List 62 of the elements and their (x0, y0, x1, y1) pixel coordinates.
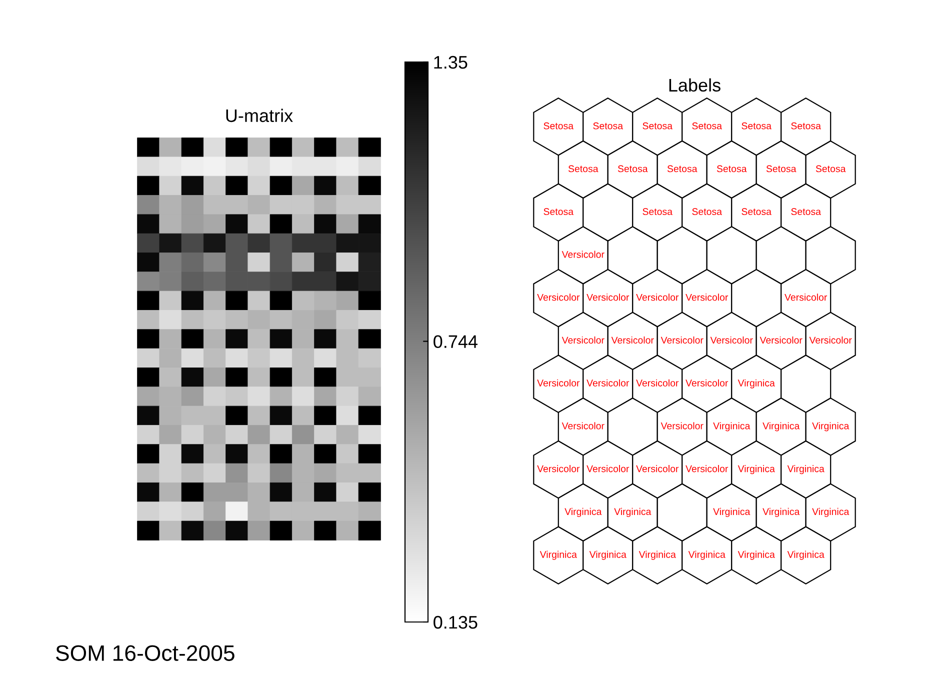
text: Virginica (787, 465, 824, 474)
text: Virginica (564, 508, 602, 517)
text: Versicolor (660, 422, 704, 430)
text: Versicolor (586, 294, 630, 301)
text: Virginica (812, 508, 850, 517)
text: Versicolor (686, 465, 728, 472)
text: Versicolor (660, 336, 704, 344)
text: Versicolor (586, 379, 630, 386)
text: Versicolor (586, 465, 630, 472)
text: Versicolor (636, 379, 679, 386)
chart-title: U-matrix (226, 108, 293, 122)
text: Versicolor (562, 336, 604, 344)
text: Setosa (742, 208, 772, 216)
text: Setosa (642, 122, 673, 130)
text: Virginica (589, 550, 626, 560)
text: Virginica (638, 550, 676, 560)
text: Setosa (716, 165, 747, 172)
text: Versicolor (636, 294, 679, 301)
color-bar-label: 0.744 (434, 335, 478, 348)
text: Virginica (713, 422, 750, 432)
text: Virginica (738, 465, 775, 474)
text: Versicolor (611, 336, 654, 344)
text: Virginica (787, 550, 824, 560)
text: Virginica (688, 550, 726, 560)
text: Virginica (812, 422, 850, 432)
text: Setosa (642, 208, 673, 216)
text: Virginica (738, 379, 775, 388)
text: Versicolor (562, 250, 604, 258)
text: Setosa (667, 165, 698, 172)
text: Versicolor (562, 422, 604, 430)
color-bar-label: 1.35 (434, 56, 468, 69)
text: Virginica (614, 508, 652, 517)
text: Virginica (738, 550, 775, 560)
text: Versicolor (537, 379, 580, 386)
text: Versicolor (809, 336, 852, 344)
text: Setosa (544, 122, 574, 130)
text: Virginica (713, 508, 750, 517)
text: Setosa (742, 122, 772, 130)
text: Setosa (791, 122, 821, 130)
text: Versicolor (537, 465, 580, 472)
text: SOM 16-Oct-2005 (56, 645, 234, 661)
text: Setosa (791, 208, 821, 216)
text: Setosa (692, 208, 722, 216)
text: Versicolor (537, 294, 580, 301)
text: Setosa (692, 122, 722, 130)
text: Labels (669, 78, 720, 92)
text: Setosa (816, 165, 846, 172)
text: Virginica (762, 422, 800, 432)
text: Virginica (762, 508, 800, 517)
color-bar-label: 0.135 (434, 616, 478, 629)
text: Versicolor (760, 336, 802, 344)
text: Setosa (568, 165, 598, 172)
text: Setosa (593, 122, 624, 130)
text: Versicolor (784, 294, 828, 301)
text: Setosa (766, 165, 796, 172)
text: Versicolor (710, 336, 753, 344)
text: Versicolor (636, 465, 679, 472)
text: Setosa (544, 208, 574, 216)
text: Versicolor (686, 379, 728, 386)
text: Setosa (618, 165, 648, 172)
text: Versicolor (686, 294, 728, 301)
text: Virginica (540, 550, 577, 560)
